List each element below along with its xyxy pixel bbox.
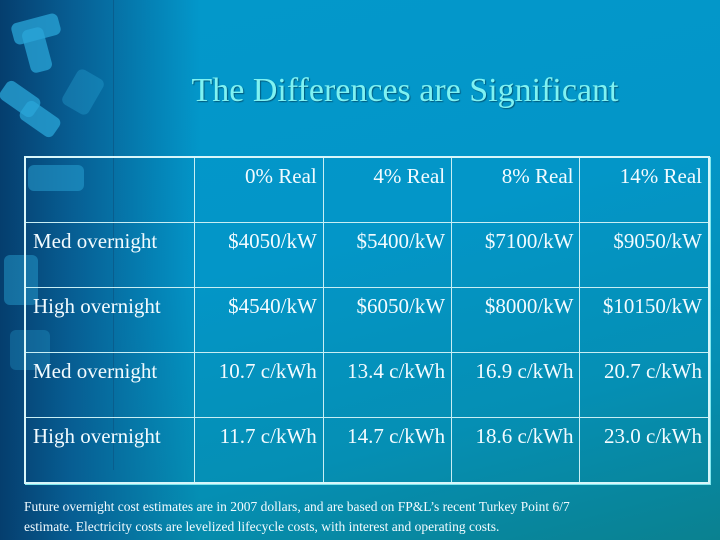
table-cell: $8000/kW: [451, 287, 581, 353]
cost-comparison-table: 0% Real 4% Real 8% Real 14% Real Med ove…: [24, 156, 710, 484]
header-cell: 14% Real: [579, 156, 710, 223]
footnote-line: estimate. Electricity costs are levelize…: [24, 519, 500, 534]
table-cell: $4540/kW: [194, 287, 324, 353]
row-label: High overnight: [24, 417, 196, 484]
header-cell: 0% Real: [194, 156, 324, 223]
table-cell: $10150/kW: [579, 287, 710, 353]
table-row: High overnight 11.7 c/kWh 14.7 c/kWh 18.…: [24, 417, 710, 484]
table-row: Med overnight $4050/kW $5400/kW $7100/kW…: [24, 222, 710, 288]
table-cell: $4050/kW: [194, 222, 324, 288]
header-cell-empty: [24, 156, 196, 223]
table-cell: 10.7 c/kWh: [194, 352, 324, 418]
slide-title: The Differences are Significant: [191, 72, 619, 109]
table-row: Med overnight 10.7 c/kWh 13.4 c/kWh 16.9…: [24, 352, 710, 418]
row-label: High overnight: [24, 287, 196, 353]
table-cell: $6050/kW: [322, 287, 453, 353]
footnote: Future overnight cost estimates are in 2…: [24, 497, 714, 537]
table-cell: 23.0 c/kWh: [579, 417, 710, 484]
header-cell: 4% Real: [322, 156, 453, 223]
row-label: Med overnight: [24, 222, 196, 288]
table-cell: 11.7 c/kWh: [194, 417, 324, 484]
table-cell: 18.6 c/kWh: [451, 417, 581, 484]
footnote-line: Future overnight cost estimates are in 2…: [24, 499, 570, 514]
table-cell: $7100/kW: [451, 222, 581, 288]
table-cell: 16.9 c/kWh: [451, 352, 581, 418]
header-cell: 8% Real: [451, 156, 581, 223]
table-cell: 13.4 c/kWh: [322, 352, 453, 418]
table-cell: 20.7 c/kWh: [579, 352, 710, 418]
table-cell: $9050/kW: [579, 222, 710, 288]
table-cell: $5400/kW: [322, 222, 453, 288]
table-cell: 14.7 c/kWh: [322, 417, 453, 484]
row-label: Med overnight: [24, 352, 196, 418]
table-header-row: 0% Real 4% Real 8% Real 14% Real: [24, 156, 710, 223]
table-row: High overnight $4540/kW $6050/kW $8000/k…: [24, 287, 710, 353]
